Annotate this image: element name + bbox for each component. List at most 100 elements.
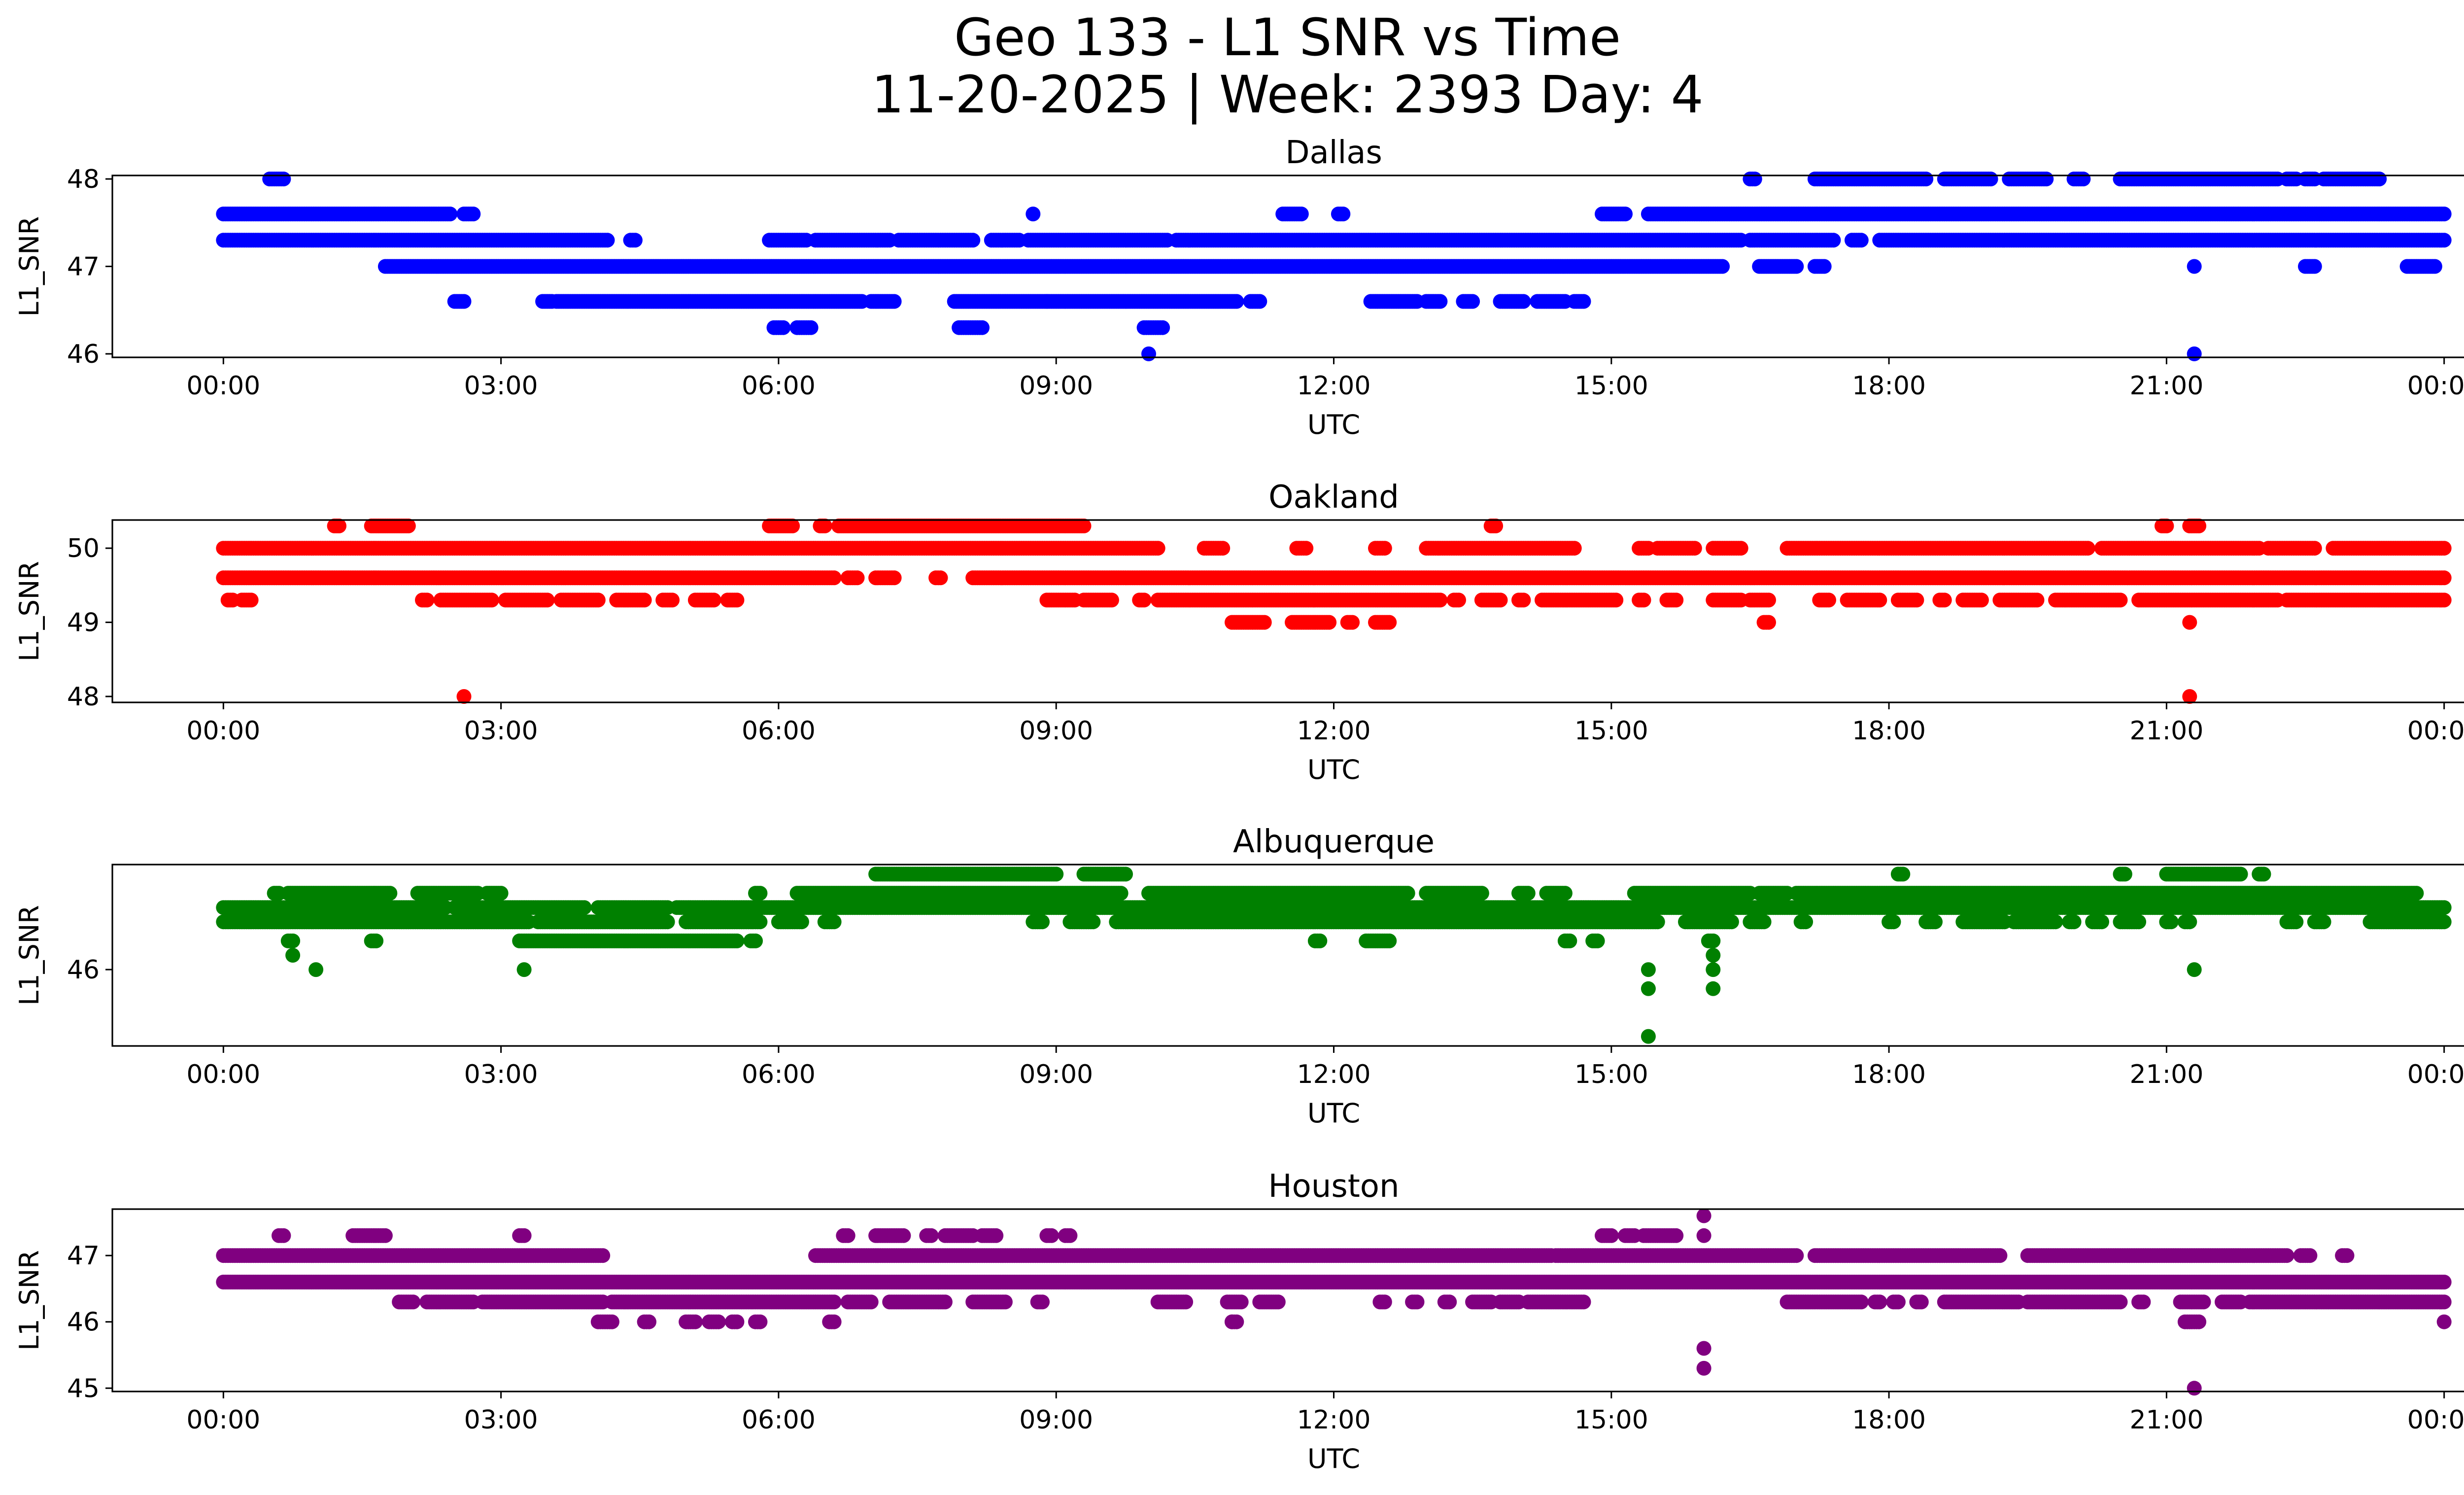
- x-tick-label: 09:00: [1019, 371, 1093, 401]
- data-point: [1974, 592, 1989, 608]
- data-point: [1377, 541, 1392, 556]
- data-point: [1687, 541, 1702, 556]
- data-point: [1669, 592, 1684, 608]
- x-tick-label: 00:00: [2407, 371, 2464, 401]
- data-points: [216, 519, 2452, 704]
- data-point: [887, 294, 902, 309]
- data-point: [1608, 592, 1624, 608]
- data-point: [2427, 259, 2442, 274]
- data-point: [2436, 570, 2452, 586]
- data-point: [540, 592, 555, 608]
- data-point: [850, 570, 865, 586]
- data-point: [887, 570, 902, 586]
- data-point: [1465, 294, 1480, 309]
- x-tick-label: 18:00: [1852, 371, 1926, 401]
- data-point: [627, 233, 643, 248]
- data-point: [1821, 592, 1836, 608]
- x-tick-label: 03:00: [464, 371, 538, 401]
- data-point: [2436, 233, 2452, 248]
- data-point: [1026, 207, 1041, 222]
- data-point: [1252, 294, 1267, 309]
- data-point: [975, 320, 990, 335]
- data-point: [1909, 592, 1924, 608]
- data-point: [965, 233, 981, 248]
- data-point: [1733, 541, 1748, 556]
- data-point: [2307, 259, 2322, 274]
- data-point: [1451, 592, 1466, 608]
- data-point: [1136, 592, 1152, 608]
- x-tick-label: 15:00: [1574, 371, 1648, 401]
- data-point: [1872, 592, 1887, 608]
- data-point: [729, 592, 745, 608]
- data-point: [1826, 233, 1841, 248]
- data-point: [1816, 259, 1832, 274]
- x-axis-label: UTC: [1307, 409, 1360, 440]
- data-point: [1636, 592, 1651, 608]
- data-point: [600, 233, 615, 248]
- data-point: [1150, 541, 1165, 556]
- data-points: [216, 172, 2452, 361]
- data-point: [2029, 592, 2045, 608]
- panel-oakland: 00:00 03:00 06:00 09:00 12:00 15:00 18:00 21:00…: [14, 479, 2464, 785]
- data-point: [419, 592, 435, 608]
- x-tick-label: 21:00: [2129, 371, 2203, 401]
- figure-title-line-1: Geo 133 - L1 SNR vs Time: [954, 7, 1621, 68]
- data-point: [1433, 294, 1448, 309]
- data-point: [1761, 592, 1776, 608]
- data-point: [1918, 172, 1934, 187]
- data-point: [1747, 172, 1762, 187]
- data-point: [1789, 259, 1804, 274]
- y-tick-label: 46: [67, 340, 100, 369]
- data-point: [2113, 592, 2128, 608]
- x-tick-label: 06:00: [742, 371, 816, 401]
- data-point: [2080, 541, 2095, 556]
- data-point: [2372, 172, 2387, 187]
- data-point: [276, 172, 291, 187]
- data-point: [1853, 233, 1869, 248]
- data-point: [1104, 592, 1119, 608]
- data-point: [1516, 294, 1531, 309]
- data-point: [2187, 346, 2202, 361]
- data-point: [456, 294, 472, 309]
- data-point: [2039, 172, 2054, 187]
- data-point: [2436, 541, 2452, 556]
- data-point: [243, 592, 259, 608]
- data-point: [2076, 172, 2091, 187]
- data-point: [1141, 346, 1156, 361]
- data-point: [1229, 294, 1244, 309]
- data-point: [1433, 592, 1448, 608]
- figure-title-line-2: 11-20-2025 | Week: 2393 Day: 4: [871, 65, 1704, 125]
- x-tick-label: 12:00: [1297, 371, 1371, 401]
- y-axis-label: L1_SNR: [14, 216, 45, 317]
- data-point: [1493, 592, 1508, 608]
- panel-dallas: 00:00 03:00 06:00 09:00 12:00 15:00 18:00 21:00…: [14, 135, 2464, 440]
- data-point: [443, 207, 458, 222]
- data-point: [1335, 207, 1351, 222]
- data-point: [1155, 320, 1170, 335]
- data-point: [1567, 541, 1582, 556]
- data-point: [1299, 541, 1314, 556]
- data-point: [2307, 541, 2322, 556]
- data-point: [2436, 207, 2452, 222]
- data-point: [803, 320, 819, 335]
- x-tick-label: 00:00: [186, 371, 260, 401]
- panel-title: Dallas: [1285, 135, 1382, 171]
- data-point: [637, 592, 652, 608]
- data-point: [2436, 592, 2452, 608]
- data-point: [776, 320, 791, 335]
- data-point: [466, 207, 481, 222]
- data-point: [1937, 592, 1952, 608]
- y-tick-label: 48: [67, 165, 100, 194]
- data-point: [1294, 207, 1309, 222]
- figure-title: Geo 133 - L1 SNR vs Time 11-20-2025 | We…: [0, 9, 2464, 123]
- data-point: [2187, 259, 2202, 274]
- data-point: [1983, 172, 1998, 187]
- data-point: [1618, 207, 1633, 222]
- data-point: [826, 570, 842, 586]
- data-point: [590, 592, 606, 608]
- data-point: [933, 570, 948, 586]
- data-point: [1516, 592, 1531, 608]
- y-tick-label: 47: [67, 252, 100, 282]
- data-point: [1215, 541, 1231, 556]
